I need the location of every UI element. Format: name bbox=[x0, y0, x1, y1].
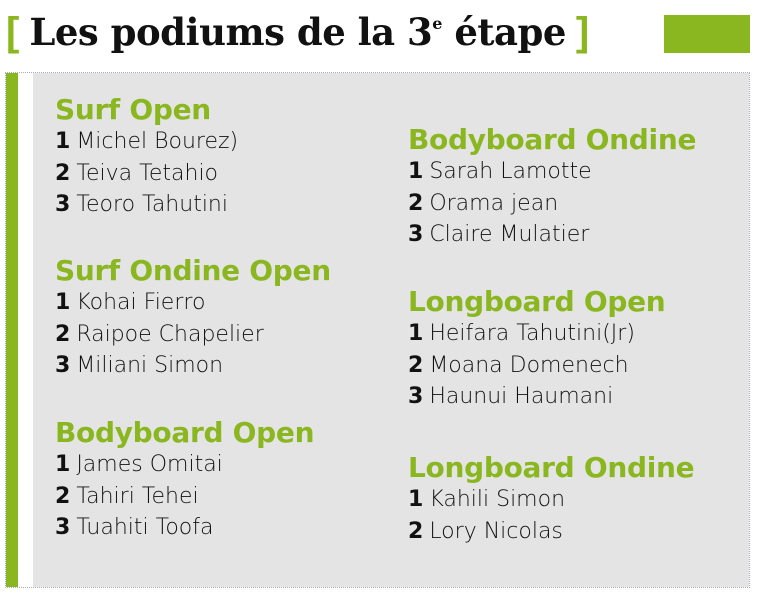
title-superscript: e bbox=[432, 14, 442, 33]
rank: 2 bbox=[408, 352, 424, 378]
result-row: 2 Moana Domenech bbox=[408, 350, 665, 382]
category-heading: Bodyboard Open bbox=[55, 416, 315, 449]
athlete-name: Teiva Tetahio bbox=[76, 160, 219, 186]
result-row: 3 Tuahiti Toofa bbox=[55, 512, 314, 544]
category-heading: Surf Open bbox=[55, 93, 211, 126]
rank: 1 bbox=[408, 321, 424, 346]
athlete-name: Heifara Tahutini(Jr) bbox=[429, 321, 635, 346]
athlete-name: Lory Nicolas bbox=[429, 518, 563, 544]
panel-background bbox=[33, 73, 749, 587]
athlete-name: Tahiri Tehei bbox=[76, 483, 199, 509]
athlete-name: Kahili Simon bbox=[429, 487, 566, 512]
athlete-name: Sarah Lamotte bbox=[429, 159, 592, 184]
rank: 1 bbox=[55, 129, 71, 154]
close-bracket: ] bbox=[575, 9, 590, 54]
athlete-name: Claire Mulatier bbox=[429, 222, 590, 248]
podium-section: Bodyboard Open 1 James Omitai 2 Tahiri Tehei… bbox=[55, 416, 315, 544]
rank: 3 bbox=[408, 222, 424, 248]
category-heading: Longboard Open bbox=[408, 285, 666, 318]
athlete-name: Tuahiti Toofa bbox=[76, 515, 214, 541]
results-panel bbox=[5, 72, 750, 588]
result-row: 1 Michel Bourez) bbox=[55, 126, 238, 158]
result-row: 1 James Omitai bbox=[55, 449, 314, 481]
athlete-name: Raipoe Chapelier bbox=[76, 321, 264, 347]
result-row: 3 Haunui Haumani bbox=[408, 381, 665, 413]
accent-bar bbox=[6, 73, 18, 587]
result-row: 2 Tahiri Tehei bbox=[55, 481, 314, 513]
rank: 1 bbox=[408, 159, 424, 184]
category-heading: Bodyboard Ondine bbox=[408, 123, 697, 156]
title-main: Les podiums de la 3 bbox=[29, 10, 433, 54]
rank: 2 bbox=[55, 483, 71, 509]
title-text: Les podiums de la 3e étape bbox=[29, 10, 566, 54]
result-row: 1 Kahili Simon bbox=[408, 484, 694, 516]
athlete-name: Kohai Fierro bbox=[76, 290, 206, 315]
result-row: 3 Claire Mulatier bbox=[408, 219, 696, 251]
rank: 1 bbox=[55, 290, 71, 315]
podium-section: Surf Ondine Open 1 Kohai Fierro 2 Raipoe Cha… bbox=[55, 255, 331, 382]
athlete-name: Teoro Tahutini bbox=[76, 192, 228, 218]
podium-section: Bodyboard Ondine 1 Sarah Lamotte 2 Orama jea… bbox=[408, 124, 696, 251]
rank: 3 bbox=[55, 353, 71, 379]
athlete-name: Michel Bourez) bbox=[76, 129, 239, 154]
athlete-name: Miliani Simon bbox=[76, 353, 224, 379]
rank: 3 bbox=[55, 515, 71, 541]
result-row: 1 Kohai Fierro bbox=[55, 287, 331, 319]
rank: 2 bbox=[408, 518, 424, 544]
result-row: 3 Teoro Tahutini bbox=[55, 189, 238, 221]
result-row: 2 Teiva Tetahio bbox=[55, 158, 238, 190]
category-heading: Longboard Ondine bbox=[408, 451, 695, 484]
category-heading: Surf Ondine Open bbox=[55, 254, 331, 287]
title-accent-block bbox=[664, 15, 750, 53]
athlete-name: James Omitai bbox=[76, 452, 223, 477]
podium-section: Longboard Ondine 1 Kahili Simon 2 Lory Nicol… bbox=[408, 451, 695, 548]
rank: 2 bbox=[408, 190, 424, 216]
title-after: étape bbox=[441, 10, 566, 54]
page-title: [ Les podiums de la 3e étape ] bbox=[6, 4, 589, 60]
rank: 3 bbox=[55, 192, 71, 218]
result-row: 2 Orama jean bbox=[408, 188, 696, 220]
open-bracket: [ bbox=[6, 9, 20, 54]
athlete-name: Haunui Haumani bbox=[429, 384, 614, 410]
athlete-name: Orama jean bbox=[429, 190, 559, 216]
rank: 2 bbox=[55, 321, 71, 347]
rank: 1 bbox=[408, 487, 424, 512]
result-row: 1 Heifara Tahutini(Jr) bbox=[408, 318, 665, 350]
result-row: 3 Miliani Simon bbox=[55, 350, 331, 382]
rank: 3 bbox=[408, 384, 424, 410]
podium-section: Longboard Open 1 Heifara Tahutini(Jr) 2 Moan… bbox=[408, 285, 666, 413]
athlete-name: Moana Domenech bbox=[429, 352, 629, 378]
rank: 2 bbox=[55, 160, 71, 186]
podium-section: Surf Open 1 Michel Bourez) 2 Teiva Tetahio 3 T… bbox=[55, 94, 238, 221]
result-row: 1 Sarah Lamotte bbox=[408, 156, 696, 188]
result-row: 2 Raipoe Chapelier bbox=[55, 319, 331, 351]
rank: 1 bbox=[55, 452, 71, 477]
result-row: 2 Lory Nicolas bbox=[408, 516, 694, 548]
